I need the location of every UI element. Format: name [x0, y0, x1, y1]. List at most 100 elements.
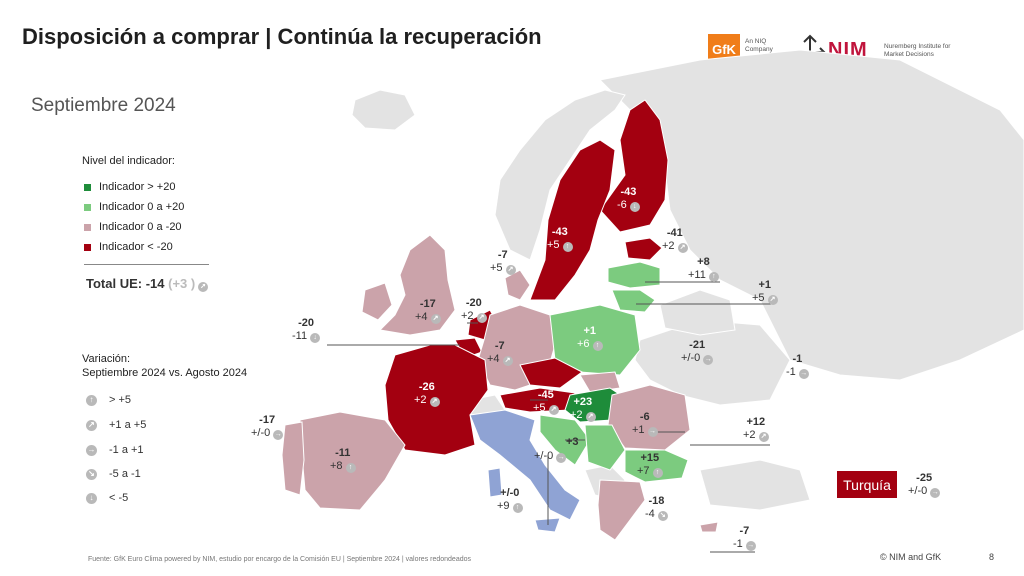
arrow-right-icon: →: [86, 444, 97, 456]
arrow-up-right-icon: ↗: [548, 404, 559, 415]
cyprus-region: [699, 521, 719, 533]
arrow-right-icon: →: [703, 354, 714, 365]
footer-source: Fuente: GfK Euro Clima powered by NIM, e…: [88, 556, 472, 563]
arrow-up-icon: ↑: [562, 241, 573, 252]
country-label-ukraine: -21 +/-0 →: [681, 339, 714, 365]
denmark-region: [504, 269, 531, 301]
arrow-right-icon: →: [745, 540, 756, 551]
arrow-right-icon: →: [556, 452, 567, 463]
legend-swatch: [84, 203, 91, 211]
uk-region: [378, 234, 456, 336]
country-label-moldova: +12 +2 ↗: [743, 416, 769, 442]
country-label-portugal: -17 +/-0 →: [251, 414, 284, 440]
arrow-up-icon: ↑: [345, 462, 356, 473]
slovakia-region: [579, 371, 621, 393]
finland-region: [599, 99, 669, 233]
legend-item-strong-positive: Indicador > +20: [84, 181, 175, 193]
legend-divider: [84, 264, 209, 265]
arrow-up-icon: ↑: [512, 502, 523, 513]
variation-item: ↗ +1 a +5: [86, 419, 146, 431]
country-label-italy: +/-0 +9 ↑: [497, 487, 523, 513]
country-label-ireland: -17 +4 ↗: [415, 298, 441, 324]
legend-title: Nivel del indicador:: [82, 155, 175, 167]
arrow-up-icon: ↑: [592, 340, 603, 351]
variation-item: → -1 a +1: [86, 444, 144, 456]
gfk-logo-subtitle: An NIQ Company: [745, 38, 773, 53]
arrow-down-icon: ↓: [86, 492, 97, 504]
arrow-up-right-icon: ↗: [677, 242, 688, 253]
arrow-right-icon: →: [930, 487, 941, 498]
spain-region: [299, 411, 406, 511]
country-label-poland: +1 +6 ↑: [577, 325, 603, 351]
country-label-belgium: -20 -11 ↓: [292, 317, 321, 343]
country-label-netherlands: -20 +2 ↗: [461, 297, 487, 323]
country-label-romania: -6 +1 →: [632, 411, 658, 437]
arrow-up-icon: ↑: [708, 271, 719, 282]
norway-region: [494, 89, 626, 261]
arrow-up-right-icon: ↗: [585, 411, 596, 422]
country-label-greece: -18 -4 ↘: [645, 495, 668, 521]
country-label-france: -26 +2 ↗: [414, 381, 440, 407]
country-label-estonia: -41 +2 ↗: [662, 227, 688, 253]
arrow-up-right-icon: ↗: [505, 264, 516, 275]
greece-region: [597, 479, 646, 541]
arrow-down-right-icon: ↘: [657, 510, 668, 521]
arrow-down-right-icon: ↘: [86, 468, 97, 480]
arrow-right-icon: →: [647, 426, 658, 437]
country-label-austria: -45 +5 ↗: [533, 389, 559, 415]
country-label-sweden: -43 +5 ↑: [547, 226, 573, 252]
turkey-region: [699, 459, 811, 511]
arrow-up-icon: ↑: [86, 394, 97, 406]
lithuania-region: [611, 289, 656, 313]
legend-swatch: [84, 243, 91, 251]
variation-title: Variación: Septiembre 2024 vs. Agosto 20…: [82, 353, 248, 379]
country-label-slovenia: +/-0 →: [534, 450, 567, 463]
iceland-region: [351, 89, 416, 131]
arrow-down-icon: ↓: [310, 332, 321, 343]
country-label-germany: -7 +4 ↗: [487, 340, 513, 366]
portugal-region: [281, 421, 305, 496]
turkey-label-box: Turquía: [837, 471, 897, 498]
estonia-region: [624, 237, 663, 261]
legend-item-slight-negative: Indicador 0 a -20: [84, 221, 182, 233]
bulgaria-region: [624, 449, 689, 483]
page-number: 8: [989, 552, 995, 562]
page-subtitle: Septiembre 2024: [31, 95, 176, 116]
arrow-up-right-icon: ↗: [476, 312, 487, 323]
arrow-up-right-icon: ↗: [502, 355, 513, 366]
country-label-finland: -43 -6 ↓: [617, 186, 640, 212]
arrow-up-right-icon: ➚: [198, 281, 209, 292]
serbia-region: [584, 424, 626, 471]
variation-item: ↘ -5 a -1: [86, 468, 141, 480]
legend-item-strong-negative: Indicador < -20: [84, 241, 173, 253]
sardinia-region: [487, 467, 503, 498]
russia-region: [598, 49, 1024, 381]
arrow-down-icon: ↓: [629, 201, 640, 212]
nim-logo-subtitle: Nuremberg Institute for Market Decisions: [884, 43, 951, 58]
variation-item: ↓ < -5: [86, 492, 128, 504]
belarus-region: [659, 289, 736, 336]
page-title: Disposición a comprar | Continúa la recu…: [22, 24, 542, 49]
country-label-lithuania: +1 +5 ↗: [752, 279, 778, 305]
legend-swatch: [84, 183, 91, 191]
country-label-cyprus: -7 -1 →: [733, 525, 756, 551]
arrow-up-right-icon: ↗: [758, 431, 769, 442]
country-label-hungary: +23 +2 ↗: [570, 396, 596, 422]
latvia-region: [607, 261, 661, 289]
italy-region: [469, 409, 581, 521]
arrow-up-right-icon: ↗: [429, 396, 440, 407]
variation-item: ↑ > +5: [86, 394, 131, 406]
sweden-region: [529, 139, 616, 301]
arrow-up-right-icon: ↗: [767, 294, 778, 305]
arrow-up-icon: ↑: [652, 467, 663, 478]
total-eu: Total UE: -14 (+3 ) ➚: [86, 276, 209, 292]
country-label-denmark: -7 +5 ↗: [490, 249, 516, 275]
ireland-region: [361, 282, 393, 321]
arrow-up-right-icon: ↗: [86, 419, 97, 431]
arrow-up-right-icon: ↗: [430, 313, 441, 324]
legend-item-positive: Indicador 0 a +20: [84, 201, 184, 213]
country-label-croatia: +3: [566, 436, 579, 448]
country-label-russia: -1 -1 →: [786, 353, 809, 379]
arrow-right-icon: →: [798, 368, 809, 379]
